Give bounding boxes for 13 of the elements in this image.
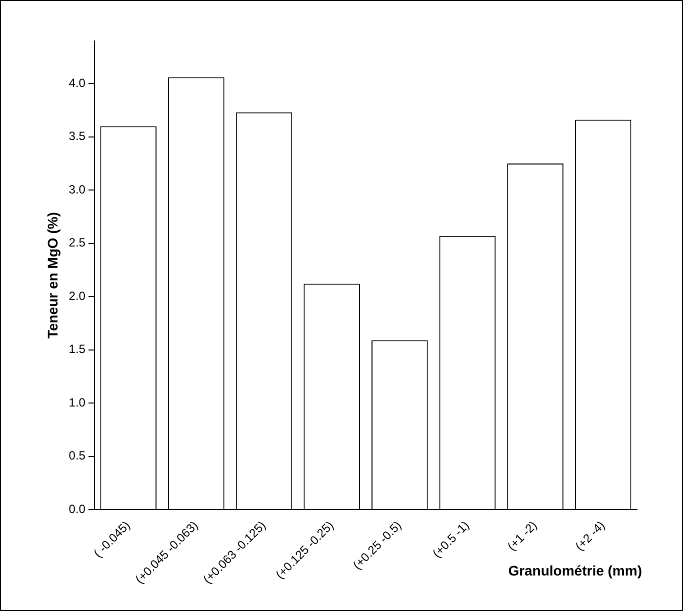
x-axis-title: Granulométrie (mm)	[508, 562, 642, 578]
y-tick-label: 3.5	[68, 129, 86, 144]
y-tick-label: 0.0	[68, 502, 86, 516]
y-axis-title: Teneur en MgO (%)	[44, 212, 60, 339]
y-tick-label: 3.0	[68, 182, 86, 196]
y-tick-label: 1.0	[68, 395, 86, 410]
x-tick-label: (+2 -4)	[572, 518, 608, 554]
y-tick-label: 4.0	[68, 76, 86, 90]
y-tick-label: 2.0	[68, 288, 86, 303]
y-tick-label: 0.5	[68, 448, 86, 463]
y-tick-label: 2.5	[68, 236, 86, 250]
y-tick-label: 1.5	[68, 342, 86, 356]
x-tick-label: (+1 -2)	[504, 518, 540, 554]
